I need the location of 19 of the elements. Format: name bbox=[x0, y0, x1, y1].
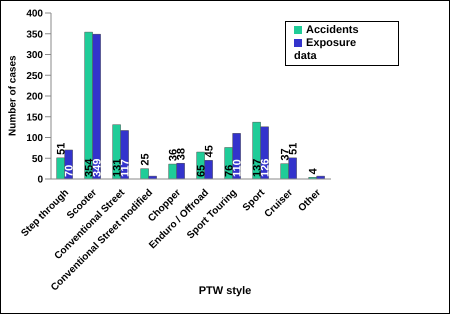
y-tick-label: 400 bbox=[26, 8, 44, 20]
y-tick-label: 350 bbox=[26, 29, 44, 40]
y-tick-label: 100 bbox=[26, 133, 44, 144]
data-label: 70 bbox=[64, 164, 76, 177]
y-tick-label: 50 bbox=[32, 154, 44, 165]
data-label: 51 bbox=[56, 142, 68, 155]
legend-label: Exposure data bbox=[294, 37, 356, 62]
data-label: 4 bbox=[308, 167, 320, 174]
y-tick-label: 200 bbox=[26, 92, 44, 103]
data-label: 25 bbox=[140, 153, 152, 166]
y-tick-label: 250 bbox=[26, 70, 44, 82]
y-tick-label: 300 bbox=[26, 50, 44, 62]
data-label: 65 bbox=[196, 164, 208, 177]
y-axis-title: Number of cases bbox=[8, 54, 19, 136]
y-tick-label: 150 bbox=[26, 112, 44, 124]
data-label: 45 bbox=[204, 145, 216, 158]
legend-label: Accidents bbox=[306, 24, 359, 36]
x-axis-title: PTW style bbox=[198, 285, 252, 297]
y-tick-label: 0 bbox=[37, 174, 44, 186]
